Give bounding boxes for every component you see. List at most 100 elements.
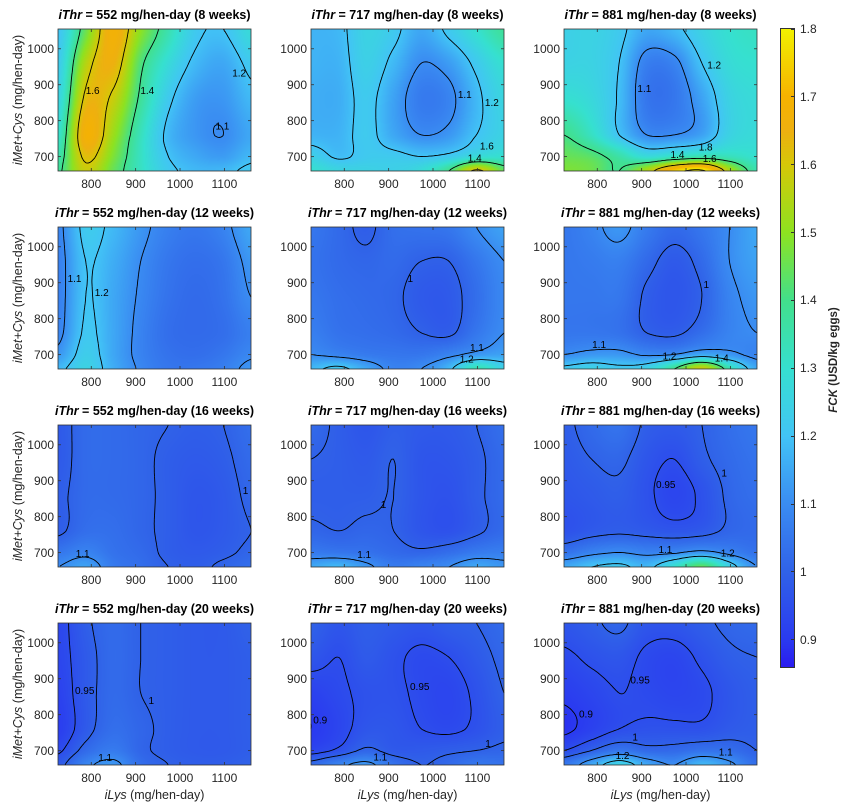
contour-label: 1 <box>149 696 155 707</box>
contour-line-1.2 <box>563 356 749 370</box>
contour-label: 1 <box>485 739 491 750</box>
y-tick-label: 700 <box>539 347 560 362</box>
contour-label: 1 <box>632 733 638 744</box>
x-tick-label: 1000 <box>419 177 447 191</box>
y-tick-label: 1000 <box>280 41 307 56</box>
colorbar-tick-mark <box>791 435 794 437</box>
axes-frame <box>563 226 758 370</box>
x-tick-label: 1000 <box>419 375 447 389</box>
contour-line-1.6 <box>77 28 129 164</box>
panel-title-var: iThr <box>560 404 585 418</box>
colorbar-tick-label: 1.3 <box>800 361 817 376</box>
panel-axes: 0.9 0.95 1 1.1 <box>310 622 505 766</box>
axes-frame <box>57 28 252 172</box>
x-tick-label: 900 <box>378 771 399 785</box>
y-tick-label: 800 <box>33 509 54 524</box>
x-tick-label: 1100 <box>717 177 744 191</box>
y-tick-label: 700 <box>539 149 560 164</box>
colorbar <box>780 28 795 668</box>
heatmap-surface <box>58 227 251 369</box>
y-tick-label: 700 <box>539 743 560 758</box>
contour-label: 1.1 <box>76 549 90 560</box>
y-tick-label: 1000 <box>280 239 307 254</box>
y-axis-label-var: iMet+Cys <box>11 508 25 562</box>
y-tick-label: 1000 <box>27 41 54 56</box>
colorbar-tick-mark <box>791 503 794 505</box>
y-axis-label-unit: (mg/hen-day) <box>11 628 25 707</box>
x-tick-label: 800 <box>334 771 355 785</box>
colorbar-tick-mark <box>791 28 794 30</box>
panel-axes: 0.9 0.95 1 1.1 1.2 <box>563 622 758 766</box>
contour-label: 1.1 <box>719 748 733 759</box>
panel-title: iThr = 552 mg/hen-day (16 weeks) <box>55 404 254 418</box>
x-tick-label: 1000 <box>166 771 194 785</box>
colorbar-tick-label: 1.6 <box>800 157 817 172</box>
y-axis-label-unit: (mg/hen-day) <box>11 34 25 113</box>
x-tick-label: 800 <box>334 573 355 587</box>
panel-axes: 11.1 <box>310 424 505 568</box>
heatmap-surface <box>311 29 504 171</box>
contour-line-1.2 <box>310 28 484 160</box>
axes-frame <box>563 622 758 766</box>
y-tick-label: 900 <box>539 671 560 686</box>
axes-frame <box>310 28 505 172</box>
x-axis-label-unit: (mg/hen-day) <box>632 788 711 802</box>
x-tick-label: 1000 <box>672 573 700 587</box>
panel-title-text: = 881 mg/hen-day (20 weeks) <box>584 602 761 616</box>
contour-line-1.4 <box>674 361 725 370</box>
contour-label: 0.95 <box>656 480 676 491</box>
x-tick-label: 1100 <box>464 375 491 389</box>
x-tick-label: 1100 <box>211 375 238 389</box>
colorbar-tick-mark <box>791 299 794 301</box>
contour-line-1.1 <box>563 550 756 566</box>
panel-title: iThr = 552 mg/hen-day (12 weeks) <box>55 206 254 220</box>
y-tick-label: 800 <box>539 707 560 722</box>
contour-label: 1.1 <box>357 550 371 561</box>
y-tick-label: 800 <box>539 113 560 128</box>
y-tick-label: 800 <box>539 311 560 326</box>
contour-line-1.1 <box>634 47 695 137</box>
contour-line-1.1 <box>347 761 376 766</box>
contour-line-0.9 <box>563 704 578 736</box>
contour-line-1.2 <box>614 28 720 150</box>
panel-title: iThr = 552 mg/hen-day (20 weeks) <box>55 602 254 616</box>
contour-label: 0.9 <box>579 710 593 721</box>
colorbar-tick-label: 1 <box>800 564 807 579</box>
axes-frame <box>310 424 505 568</box>
contour-label: 0.9 <box>313 716 327 727</box>
x-tick-label: 1000 <box>672 177 700 191</box>
x-tick-label: 800 <box>81 573 102 587</box>
x-tick-label: 1100 <box>211 573 238 587</box>
x-tick-label: 1100 <box>211 177 238 191</box>
y-tick-label: 900 <box>33 671 54 686</box>
y-tick-label: 800 <box>33 707 54 722</box>
y-axis-label-var: iMet+Cys <box>11 112 25 166</box>
panel-title: iThr = 717 mg/hen-day (12 weeks) <box>308 206 507 220</box>
x-tick-label: 1000 <box>166 573 194 587</box>
panel-title: iThr = 717 mg/hen-day (8 weeks) <box>311 8 503 22</box>
x-tick-label: 800 <box>334 177 355 191</box>
y-axis-label: iMet+Cys (mg/hen-day) <box>11 431 25 561</box>
contour-line-1.2 <box>65 226 105 370</box>
y-tick-label: 700 <box>33 743 54 758</box>
colorbar-label: FCK (USD/kg eggs) <box>828 307 840 412</box>
y-tick-label: 800 <box>286 707 307 722</box>
x-tick-label: 900 <box>631 177 652 191</box>
x-tick-label: 900 <box>378 375 399 389</box>
axes-frame <box>563 424 758 568</box>
panel-axes: 1 1.11.2 <box>310 226 505 370</box>
panel-title-text: = 717 mg/hen-day (20 weeks) <box>331 602 508 616</box>
contour-label: 1 <box>721 468 727 479</box>
contour-line-1.2 <box>591 555 738 568</box>
contour-label: 1.1 <box>470 343 484 354</box>
axes-frame <box>57 226 252 370</box>
contour-label: 1.8 <box>699 143 713 154</box>
y-axis-label-var: iMet+Cys <box>11 310 25 364</box>
y-tick-label: 800 <box>33 113 54 128</box>
contour-label: 1.2 <box>460 354 474 365</box>
y-tick-label: 800 <box>286 509 307 524</box>
colorbar-tick-label: 1.7 <box>800 89 817 104</box>
x-tick-label: 800 <box>334 375 355 389</box>
panel-axes: 1.1 1.2 <box>57 226 252 370</box>
y-axis-label: iMet+Cys (mg/hen-day) <box>11 35 25 165</box>
